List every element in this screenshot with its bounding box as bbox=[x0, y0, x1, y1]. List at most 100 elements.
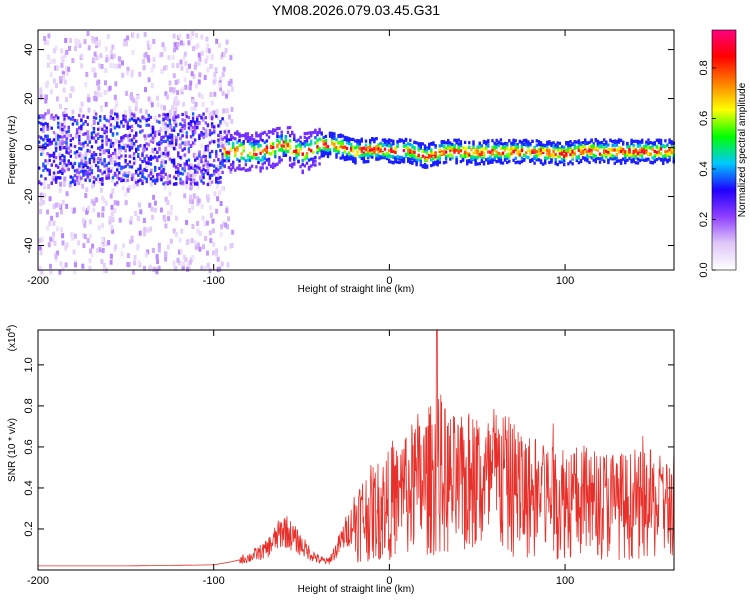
spectrogram-cell bbox=[238, 159, 241, 163]
y-tick-label: 20 bbox=[23, 92, 35, 104]
spectrogram-cell bbox=[55, 115, 59, 121]
spectrogram-cell bbox=[668, 138, 671, 142]
spectrogram-cell bbox=[75, 175, 79, 179]
spectrogram-cell bbox=[209, 92, 213, 97]
spectrogram-cell bbox=[495, 138, 498, 142]
spectrogram-cell bbox=[208, 141, 212, 145]
spectrogram-cell bbox=[278, 135, 281, 139]
spectrogram-cell bbox=[369, 145, 372, 150]
spectrogram-cell bbox=[554, 146, 557, 150]
spectrogram-cell bbox=[472, 156, 475, 161]
spectrogram-cell bbox=[200, 156, 203, 160]
spectrogram-cell bbox=[600, 145, 604, 149]
spectrogram-cell bbox=[267, 160, 271, 164]
spectrogram-cell bbox=[617, 147, 621, 151]
spectrogram-cell bbox=[552, 149, 555, 153]
spectrogram-cell bbox=[172, 87, 176, 93]
spectrogram-cell bbox=[211, 218, 215, 224]
spectrogram-cell bbox=[173, 47, 176, 53]
spectrogram-cell bbox=[124, 165, 127, 169]
spectrogram-cell bbox=[101, 195, 105, 201]
spectrogram-cell bbox=[261, 162, 264, 166]
spectrogram-cell bbox=[624, 153, 627, 157]
spectrogram-cell bbox=[463, 155, 467, 159]
spectrogram-cell bbox=[552, 141, 555, 145]
spectrogram-cell bbox=[137, 260, 141, 266]
spectrogram-cell bbox=[141, 179, 144, 183]
spectrogram-cell bbox=[474, 160, 477, 164]
spectrogram-cell bbox=[131, 174, 134, 180]
spectrogram-cell bbox=[65, 133, 69, 139]
spectrogram-cell bbox=[569, 140, 572, 144]
spectrogram-cell bbox=[385, 139, 389, 143]
spectrogram-cell bbox=[126, 174, 129, 178]
spectrogram-cell bbox=[286, 143, 290, 147]
colorbar-tick-label: 0.4 bbox=[698, 161, 710, 176]
spectrogram-cell bbox=[158, 120, 161, 124]
spectrogram-cell bbox=[147, 174, 150, 178]
spectrogram-cell bbox=[310, 149, 313, 153]
spectrogram-cell bbox=[38, 146, 42, 152]
spectrogram-cell bbox=[491, 151, 494, 155]
spectrogram-cell bbox=[318, 146, 321, 150]
spectrogram-cell bbox=[160, 141, 163, 145]
spectrogram-cell bbox=[234, 147, 237, 151]
spectrogram-cell bbox=[118, 171, 121, 175]
spectrogram-cell bbox=[75, 178, 79, 182]
spectrogram-cell bbox=[156, 119, 159, 123]
spectrogram-cell bbox=[41, 149, 45, 155]
spectrogram-cell bbox=[409, 138, 412, 142]
spectrogram-cell bbox=[259, 137, 262, 142]
spectrogram-cell bbox=[74, 133, 78, 139]
spectrogram-cell bbox=[265, 139, 269, 143]
spectrogram-cell bbox=[383, 156, 387, 160]
spectrogram-cell bbox=[179, 249, 183, 254]
spectrogram-cell bbox=[272, 145, 275, 149]
spectrogram-cell bbox=[139, 119, 142, 123]
spectrogram-cell bbox=[82, 173, 85, 177]
spectrogram-cell bbox=[48, 196, 52, 202]
spectrogram-cell bbox=[47, 125, 51, 131]
spectrogram-cell bbox=[495, 150, 498, 154]
spectrogram-cell bbox=[668, 140, 671, 144]
spectrogram-cell bbox=[179, 181, 182, 185]
spectrogram-cell bbox=[230, 86, 234, 92]
spectrogram-cell bbox=[560, 148, 564, 152]
spectrogram-cell bbox=[211, 250, 215, 256]
spectrogram-cell bbox=[58, 152, 61, 158]
spectrogram-cell bbox=[229, 163, 233, 167]
spectrogram-cell bbox=[97, 146, 100, 150]
spectrogram-cell bbox=[160, 177, 163, 182]
spectrogram-cell bbox=[622, 157, 625, 161]
spectrogram-cell bbox=[451, 146, 454, 150]
spectrogram-cell bbox=[609, 156, 612, 161]
spectrogram-cell bbox=[185, 180, 188, 185]
spectrogram-cell bbox=[220, 224, 224, 230]
spectrogram-cell bbox=[581, 149, 585, 153]
spectrogram-cell bbox=[105, 138, 109, 144]
spectrogram-cell bbox=[181, 118, 184, 122]
spectrogram-cell bbox=[164, 130, 167, 135]
spectrogram-cell bbox=[202, 172, 205, 176]
spectrogram-cell bbox=[104, 46, 108, 52]
spectrogram-cell bbox=[164, 196, 168, 202]
spectrogram-cell bbox=[584, 145, 587, 149]
spectrogram-cell bbox=[52, 48, 56, 54]
spectrogram-cell bbox=[174, 96, 178, 101]
spectrogram-cell bbox=[459, 140, 463, 144]
spectrogram-cell bbox=[42, 138, 45, 142]
spectrogram-cell bbox=[442, 149, 446, 153]
spectrogram-cell bbox=[575, 155, 578, 159]
spectrogram-cell bbox=[48, 139, 51, 143]
spectrogram-cell bbox=[191, 99, 195, 104]
spectrogram-cell bbox=[478, 145, 481, 149]
spectrogram-cell bbox=[52, 138, 56, 142]
spectrogram-cell bbox=[163, 105, 166, 111]
spectrogram-cell bbox=[38, 245, 42, 251]
snr-x-ticks: -200 -100 0 100 bbox=[27, 330, 574, 587]
spectrogram-cell bbox=[194, 101, 198, 107]
spectrogram-cell bbox=[261, 158, 264, 162]
spectrogram-cell bbox=[554, 160, 557, 164]
spectrogram-cell bbox=[96, 248, 100, 254]
